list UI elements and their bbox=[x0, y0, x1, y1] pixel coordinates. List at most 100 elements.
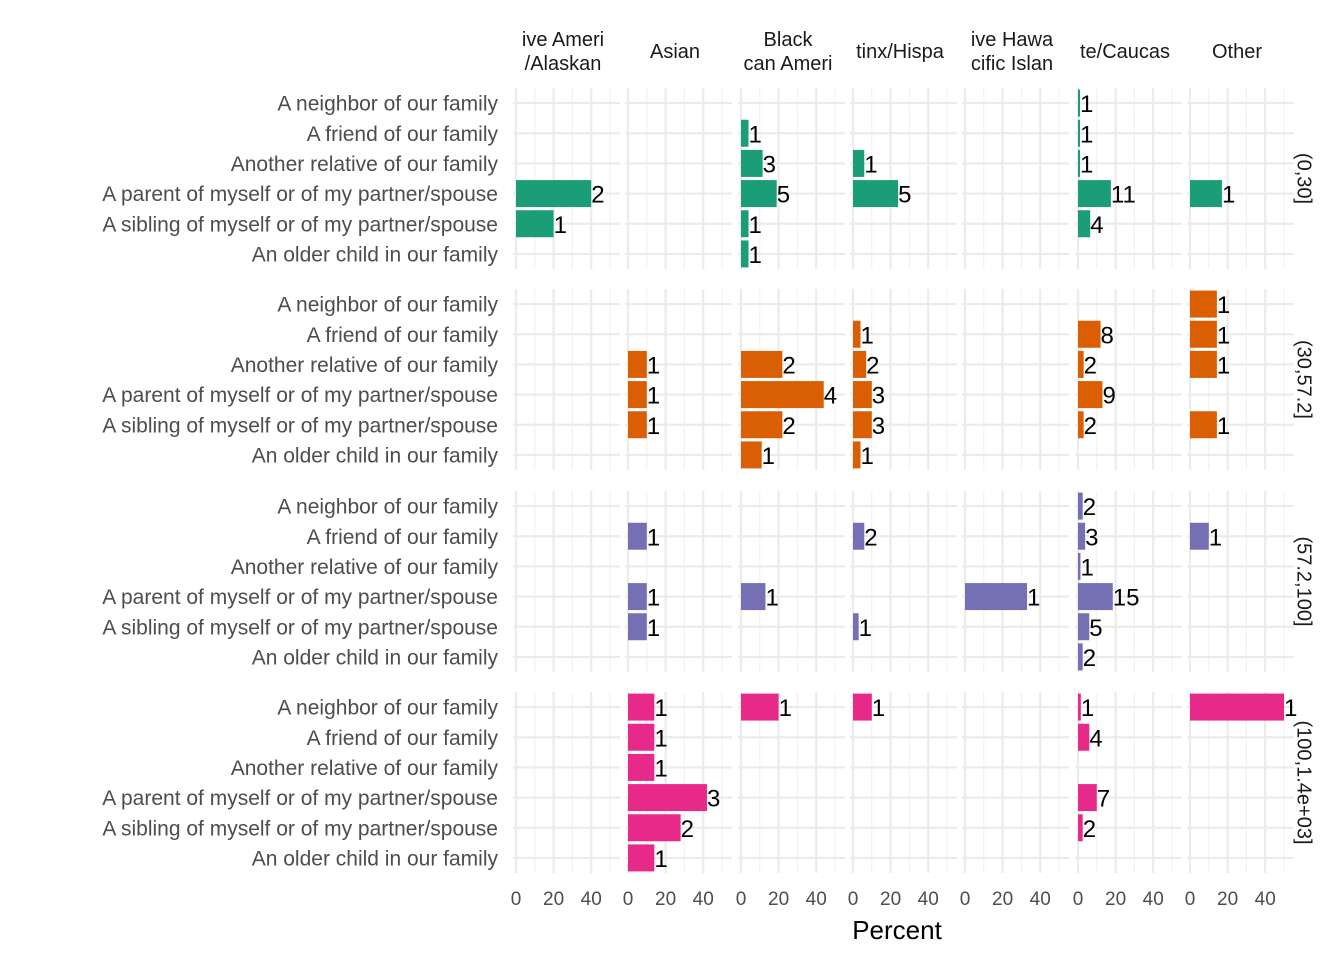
bar bbox=[1078, 583, 1113, 611]
bar bbox=[741, 210, 749, 238]
bar bbox=[741, 583, 766, 611]
bar bbox=[741, 119, 749, 147]
data-label: 1 bbox=[647, 413, 660, 440]
data-label: 1 bbox=[647, 615, 660, 642]
bar bbox=[741, 180, 777, 208]
data-label: 1 bbox=[861, 443, 874, 470]
data-label: 9 bbox=[1102, 383, 1115, 410]
data-label: 4 bbox=[824, 383, 837, 410]
bar bbox=[741, 693, 779, 721]
labels-layer: 2113511151111141111242112331829211111111… bbox=[102, 29, 1314, 910]
data-label: 8 bbox=[1101, 322, 1114, 349]
data-label: 2 bbox=[864, 524, 877, 551]
data-label: 1 bbox=[859, 615, 872, 642]
y-tick-label: A parent of myself or of my partner/spou… bbox=[102, 586, 498, 609]
bar bbox=[853, 381, 872, 409]
bar bbox=[853, 350, 867, 378]
strip-text: ive Ameri bbox=[522, 29, 604, 51]
x-tick-label: 40 bbox=[918, 889, 939, 910]
data-label: 1 bbox=[872, 695, 885, 722]
y-tick-label: A friend of our family bbox=[307, 123, 499, 146]
data-label: 1 bbox=[861, 322, 874, 349]
x-tick-label: 40 bbox=[693, 889, 714, 910]
data-label: 11 bbox=[1111, 182, 1136, 209]
data-label: 1 bbox=[864, 151, 877, 178]
bars-layer bbox=[516, 89, 1284, 872]
strip-text: te/Caucas bbox=[1080, 41, 1170, 63]
y-tick-label: A parent of myself or of my partner/spou… bbox=[102, 183, 498, 206]
data-label: 1 bbox=[1217, 322, 1230, 349]
strip-text: Black bbox=[764, 29, 814, 51]
y-tick-label: A sibling of myself or of my partner/spo… bbox=[102, 616, 498, 639]
bar bbox=[853, 411, 872, 439]
column-strip-label: Asian bbox=[650, 41, 700, 63]
bar bbox=[741, 350, 783, 378]
bar bbox=[1078, 693, 1081, 721]
data-label: 1 bbox=[1217, 413, 1230, 440]
y-tick-label: A neighbor of our family bbox=[277, 496, 498, 519]
bar bbox=[1078, 522, 1086, 550]
row-strip-label: (30,57.2] bbox=[1293, 340, 1315, 419]
y-tick-label: An older child in our family bbox=[252, 646, 499, 669]
y-tick-label: A neighbor of our family bbox=[277, 93, 498, 116]
x-tick-label: 40 bbox=[806, 889, 827, 910]
bar bbox=[853, 320, 861, 348]
strip-text: Asian bbox=[650, 41, 700, 63]
x-tick-label: 0 bbox=[511, 889, 522, 910]
data-label: 1 bbox=[1217, 352, 1230, 379]
bar bbox=[1078, 210, 1091, 238]
y-tick-label: A parent of myself or of my partner/spou… bbox=[102, 787, 498, 810]
y-tick-label: A friend of our family bbox=[307, 526, 499, 549]
data-label: 1 bbox=[554, 212, 567, 239]
data-label: 15 bbox=[1113, 585, 1140, 612]
y-tick-label: A sibling of myself or of my partner/spo… bbox=[102, 817, 498, 840]
bar bbox=[1078, 643, 1083, 671]
data-label: 3 bbox=[707, 786, 720, 813]
data-label: 1 bbox=[1081, 695, 1094, 722]
bar bbox=[628, 411, 647, 439]
strip-text: cific Islan bbox=[971, 53, 1053, 75]
data-label: 1 bbox=[647, 352, 660, 379]
data-label: 2 bbox=[866, 352, 879, 379]
data-label: 2 bbox=[782, 413, 795, 440]
bar bbox=[628, 723, 655, 751]
data-label: 1 bbox=[749, 242, 762, 269]
row-strip-label: (100,1.4e+03] bbox=[1293, 721, 1315, 845]
x-tick-label: 20 bbox=[880, 889, 901, 910]
data-label: 2 bbox=[1084, 413, 1097, 440]
data-label: 1 bbox=[1080, 554, 1093, 581]
data-label: 1 bbox=[654, 846, 667, 873]
data-label: 2 bbox=[591, 182, 604, 209]
data-label: 2 bbox=[1084, 352, 1097, 379]
data-label: 3 bbox=[1085, 524, 1098, 551]
y-tick-label: Another relative of our family bbox=[231, 354, 499, 377]
data-label: 2 bbox=[681, 816, 694, 843]
data-label: 1 bbox=[762, 443, 775, 470]
data-label: 5 bbox=[777, 182, 790, 209]
bar bbox=[1078, 89, 1080, 117]
bar bbox=[853, 441, 861, 469]
bar bbox=[853, 522, 865, 550]
bar bbox=[741, 149, 763, 177]
row-strip-label: (0,30] bbox=[1293, 153, 1315, 204]
data-label: 1 bbox=[1027, 585, 1040, 612]
x-tick-label: 20 bbox=[992, 889, 1013, 910]
data-label: 1 bbox=[779, 695, 792, 722]
bar bbox=[741, 441, 762, 469]
x-tick-label: 40 bbox=[1030, 889, 1051, 910]
bar bbox=[628, 753, 655, 781]
bar bbox=[1078, 784, 1097, 812]
data-label: 3 bbox=[872, 413, 885, 440]
x-tick-label: 0 bbox=[848, 889, 859, 910]
bar bbox=[628, 844, 655, 872]
bar bbox=[1078, 613, 1090, 641]
strip-text: /Alaskan bbox=[525, 53, 602, 75]
y-tick-label: A sibling of myself or of my partner/spo… bbox=[102, 414, 498, 437]
data-label: 2 bbox=[1083, 645, 1096, 672]
bar bbox=[628, 350, 647, 378]
column-strip-label: Other bbox=[1212, 41, 1262, 63]
y-tick-label: A neighbor of our family bbox=[277, 294, 498, 317]
x-tick-label: 20 bbox=[1217, 889, 1238, 910]
bar bbox=[1078, 119, 1080, 147]
bar bbox=[1190, 290, 1217, 318]
